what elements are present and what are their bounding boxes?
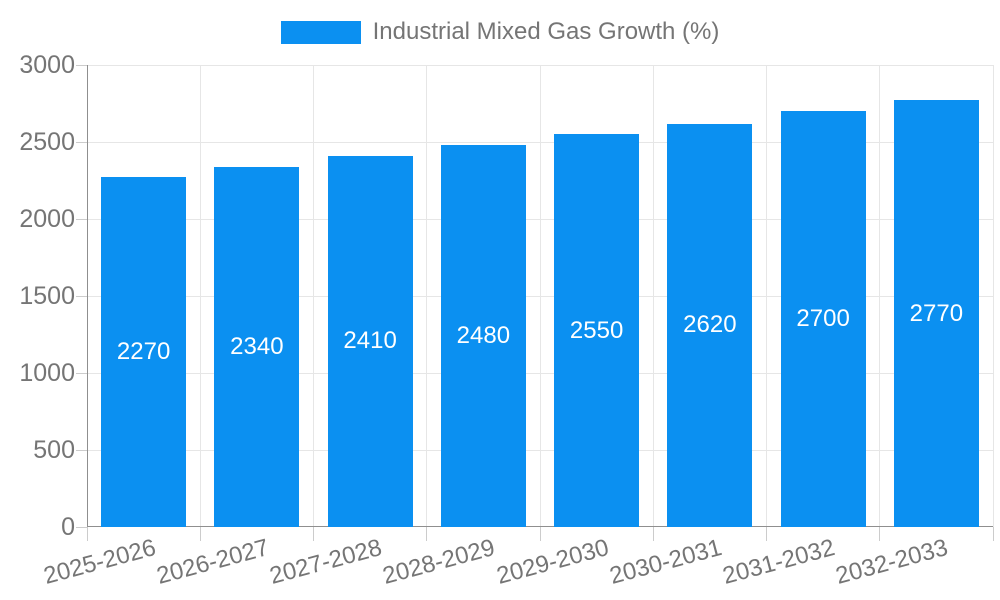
legend-label: Industrial Mixed Gas Growth (%) (372, 18, 720, 45)
x-axis-line (87, 526, 993, 527)
y-tick-label: 1500 (19, 282, 75, 310)
plot-area: 0 500 1000 1500 2000 2500 3000 2270 2340 2410 2480… (19, 51, 994, 590)
y-tick-label: 2500 (19, 128, 75, 156)
gridline-v (992, 65, 994, 527)
y-tick-label: 3000 (19, 51, 75, 79)
gridline-v (879, 65, 881, 527)
y-tick-mark (76, 526, 87, 528)
x-tick-mark (426, 527, 428, 541)
bar: 2700 (780, 111, 866, 527)
gridline-v (766, 65, 767, 527)
legend: Industrial Mixed Gas Growth (%) (0, 18, 1000, 46)
bar: 2480 (440, 145, 526, 527)
y-tick-label: 2000 (19, 205, 75, 233)
y-tick-label: 500 (33, 436, 75, 464)
x-tick-mark (766, 527, 767, 541)
x-tick-mark (86, 527, 88, 541)
y-tick-mark (76, 218, 87, 220)
bar: 2410 (327, 155, 413, 527)
y-tick-mark (76, 295, 87, 297)
y-tick-mark (76, 141, 87, 143)
bar-value-label: 2700 (796, 305, 850, 333)
bar: 2270 (101, 177, 187, 527)
bar-value-label: 2340 (230, 332, 284, 360)
bar-value-label: 2550 (569, 316, 624, 344)
bar-value-label: 2410 (343, 327, 397, 355)
y-axis-line (87, 65, 88, 527)
y-tick-label: 1000 (19, 359, 75, 387)
bar-value-label: 2270 (116, 338, 171, 366)
gridline-v (313, 65, 314, 527)
x-tick-mark (539, 527, 541, 541)
x-tick-mark (199, 527, 201, 541)
y-tick-mark (76, 372, 87, 374)
gridline-v (199, 65, 201, 527)
y-tick-mark (76, 449, 87, 451)
gridline-v (426, 65, 428, 527)
x-tick-mark (313, 527, 314, 541)
bar: 2550 (554, 134, 640, 527)
x-tick-mark (879, 527, 881, 541)
bar-value-label: 2480 (456, 322, 511, 350)
y-tick-mark (76, 64, 87, 66)
bar-value-label: 2770 (909, 299, 964, 327)
bar-value-label: 2620 (683, 311, 737, 339)
bar: 2620 (667, 123, 753, 527)
x-tick-mark (652, 527, 654, 541)
y-tick-label: 0 (61, 513, 75, 541)
bar: 2340 (214, 166, 300, 527)
legend-swatch (280, 20, 361, 44)
gridline-v (539, 65, 541, 527)
bar: 2770 (893, 100, 979, 527)
gridline-v (652, 65, 654, 527)
x-tick-mark (992, 527, 994, 541)
